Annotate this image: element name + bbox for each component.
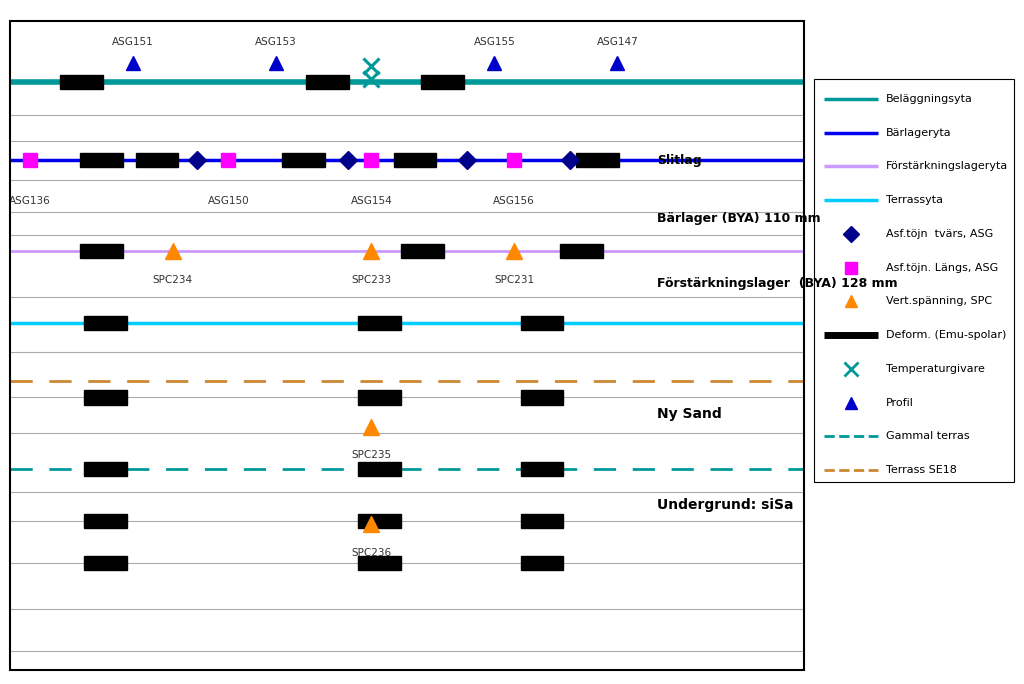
Text: Gammal terras: Gammal terras xyxy=(886,432,970,441)
Bar xyxy=(357,462,400,476)
Text: ASG154: ASG154 xyxy=(350,196,392,206)
Text: SPC231: SPC231 xyxy=(495,274,535,285)
Bar xyxy=(421,75,464,90)
Text: Beläggningsyta: Beläggningsyta xyxy=(886,94,973,104)
Bar xyxy=(577,153,618,168)
Text: ASG156: ASG156 xyxy=(494,196,536,206)
Bar xyxy=(520,391,563,404)
Text: ASG150: ASG150 xyxy=(208,196,249,206)
Bar xyxy=(520,556,563,570)
Bar xyxy=(306,75,349,90)
Text: Bärlageryta: Bärlageryta xyxy=(886,128,951,137)
Bar xyxy=(283,153,326,168)
Text: SPC234: SPC234 xyxy=(153,274,193,285)
Bar xyxy=(560,244,603,259)
Bar xyxy=(84,556,127,570)
Text: Temperaturgivare: Temperaturgivare xyxy=(886,364,985,374)
Text: Ny Sand: Ny Sand xyxy=(657,407,722,421)
Bar xyxy=(520,514,563,528)
Text: Undergrund: siSa: Undergrund: siSa xyxy=(657,498,794,512)
Text: Asf.töjn. Längs, ASG: Asf.töjn. Längs, ASG xyxy=(886,263,998,273)
Text: SPC233: SPC233 xyxy=(351,274,391,285)
Bar xyxy=(357,556,400,570)
Bar xyxy=(401,244,444,259)
Text: Terrassyta: Terrassyta xyxy=(886,195,943,205)
Bar xyxy=(80,244,123,259)
Text: Profil: Profil xyxy=(886,397,913,408)
Bar xyxy=(84,391,127,404)
Text: ASG151: ASG151 xyxy=(113,36,155,47)
Bar xyxy=(84,462,127,476)
Bar xyxy=(60,75,103,90)
Text: Deform. (Emu-spolar): Deform. (Emu-spolar) xyxy=(886,330,1007,340)
Bar xyxy=(84,315,127,330)
Bar xyxy=(393,153,436,168)
Text: Asf.töjn  tvärs, ASG: Asf.töjn tvärs, ASG xyxy=(886,229,993,239)
Text: Bärlager (BYA) 110 mm: Bärlager (BYA) 110 mm xyxy=(657,212,820,225)
Text: Slitlag: Slitlag xyxy=(657,154,701,167)
Text: SPC235: SPC235 xyxy=(351,450,391,460)
Text: Vert.spänning, SPC: Vert.spänning, SPC xyxy=(886,296,992,306)
Text: Förstärkningslageryta: Förstärkningslageryta xyxy=(886,161,1009,172)
Text: Förstärkningslager  (BYA) 128 mm: Förstärkningslager (BYA) 128 mm xyxy=(657,277,898,290)
Bar xyxy=(520,315,563,330)
Text: ASG147: ASG147 xyxy=(596,36,638,47)
Bar xyxy=(135,153,178,168)
Text: ASG155: ASG155 xyxy=(473,36,515,47)
Bar xyxy=(357,391,400,404)
Text: SPC236: SPC236 xyxy=(351,547,391,557)
Text: ASG136: ASG136 xyxy=(9,196,51,206)
Bar xyxy=(80,153,123,168)
Bar xyxy=(520,462,563,476)
Bar xyxy=(357,315,400,330)
Bar xyxy=(357,514,400,528)
Text: ASG153: ASG153 xyxy=(255,36,297,47)
Text: Terrass SE18: Terrass SE18 xyxy=(886,465,956,475)
Bar xyxy=(84,514,127,528)
